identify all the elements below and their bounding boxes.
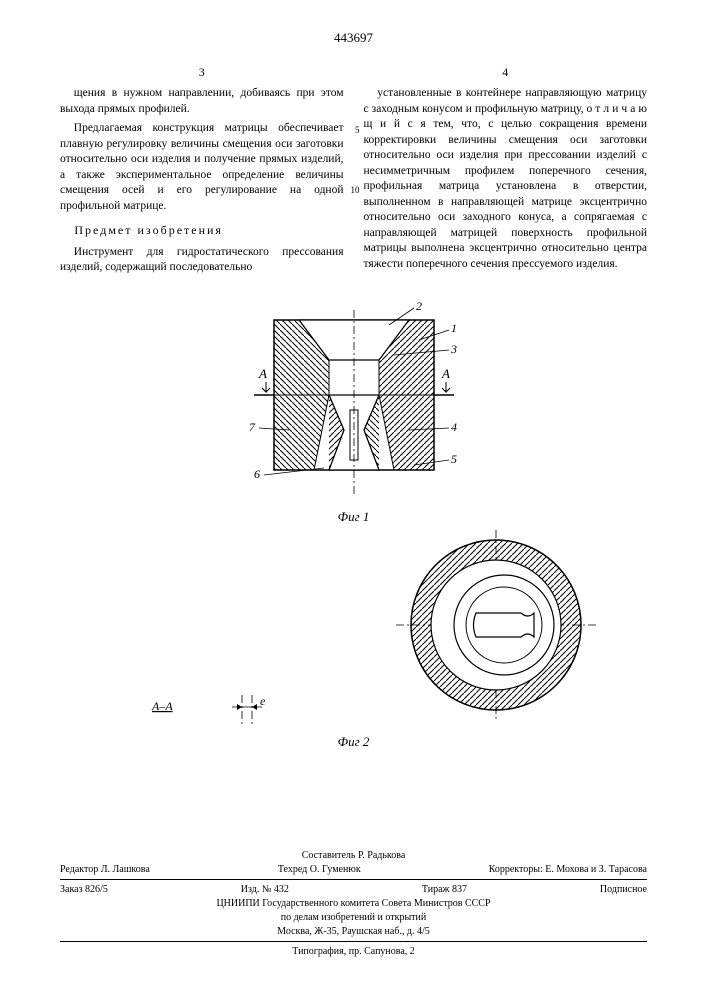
correctors: Корректоры: Е. Мохова и З. Тарасова [489, 864, 647, 875]
figures-block: A A 2 1 3 4 5 6 7 Фиг 1 [60, 300, 647, 750]
label-5: 5 [451, 452, 457, 466]
left-col-number: 3 [60, 64, 344, 80]
org1: ЦНИИПИ Государственного комитета Совета … [60, 898, 647, 909]
tirage: Тираж 837 [422, 884, 467, 895]
composer: Составитель Р. Радькова [60, 850, 647, 861]
right-column: 4 5 10 установленные в контейнере направ… [364, 64, 648, 280]
figure-1: A A 2 1 3 4 5 6 7 [214, 300, 494, 500]
techred: Техред О. Гуменюк [278, 864, 361, 875]
fig1-caption: Фиг 1 [60, 509, 647, 525]
label-4: 4 [451, 420, 457, 434]
line-num-10: 10 [350, 184, 360, 196]
label-e: e [260, 695, 266, 708]
right-p1: установленные в контейнере направляющую … [364, 86, 648, 272]
footer: Составитель Р. Радькова Редактор Л. Лашк… [60, 847, 647, 960]
subscription: Подписное [600, 884, 647, 895]
typography: Типография, пр. Сапунова, 2 [60, 946, 647, 957]
fig2-caption: Фиг 2 [60, 734, 647, 750]
order-no: Заказ 826/5 [60, 884, 108, 895]
izd-no: Изд. № 432 [241, 884, 289, 895]
org2: по делам изобретений и открытий [60, 912, 647, 923]
patent-number: 443697 [60, 30, 647, 46]
right-col-number: 4 [364, 64, 648, 80]
label-6: 6 [254, 467, 260, 481]
text-columns: 3 щения в нужном направлении, добиваясь … [60, 64, 647, 280]
label-3: 3 [450, 342, 457, 356]
label-A-right: A [441, 366, 450, 381]
label-AA: A–A [151, 699, 173, 713]
between-figs: e A–A [102, 695, 382, 725]
section-mark-right: A [434, 366, 454, 395]
left-p1: щения в нужном направлении, добиваясь пр… [60, 86, 344, 117]
label-2: 2 [416, 300, 422, 313]
subject-heading: Предмет изобретения [74, 222, 343, 238]
label-7: 7 [249, 420, 256, 434]
address: Москва, Ж-35, Раушская наб., д. 4/5 [60, 926, 647, 937]
editor: Редактор Л. Лашкова [60, 864, 150, 875]
left-p2: Предлагаемая конструкция матрицы обеспеч… [60, 121, 344, 214]
figure-2 [386, 525, 606, 725]
label-1: 1 [451, 321, 457, 335]
label-A-left: A [258, 366, 267, 381]
line-num-5: 5 [350, 124, 360, 136]
section-mark-left: A [254, 366, 274, 395]
left-p3: Инструмент для гидростатического прессов… [60, 245, 344, 276]
left-column: 3 щения в нужном направлении, добиваясь … [60, 64, 344, 280]
